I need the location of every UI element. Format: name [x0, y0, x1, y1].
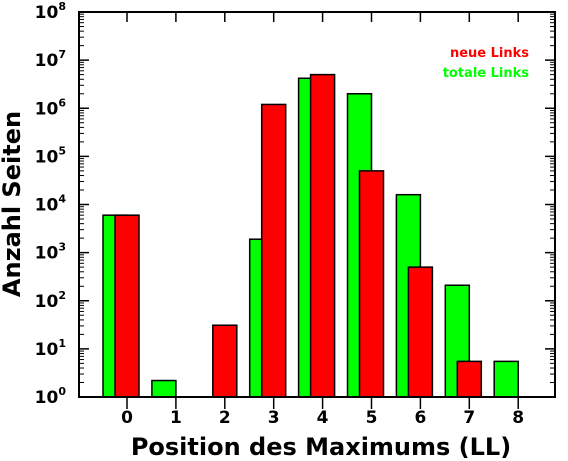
bar-neue-links-6: [407, 266, 434, 398]
x-tick-label-1: 1: [170, 408, 182, 428]
bar-neue-links-3: [260, 103, 287, 398]
x-tick-label-0: 0: [121, 408, 133, 428]
legend-entry-neue-links: neue Links: [450, 46, 529, 61]
x-tick-label-3: 3: [268, 408, 280, 428]
x-tick-label-7: 7: [463, 408, 475, 428]
x-tick-label-4: 4: [317, 408, 329, 428]
x-tick-label-8: 8: [512, 408, 524, 428]
legend-entry-totale-links: totale Links: [443, 66, 530, 81]
x-axis-title: Position des Maximums (LL): [131, 433, 511, 461]
y-tick-label: 103: [35, 241, 66, 264]
ticks-layer: 100 101 102 103 104 105 106 107 108 0 1 2 3 4 5 6 7 8: [35, 0, 555, 428]
bar-neue-links-0: [114, 214, 140, 398]
x-tick-label-2: 2: [219, 408, 231, 428]
y-tick-label: 106: [35, 96, 67, 119]
bar-neue-links-2: [212, 324, 238, 398]
x-tick-label-5: 5: [366, 408, 378, 428]
bar-totale-links-1: [151, 379, 177, 398]
y-tick-label: 101: [35, 337, 66, 360]
bar-neue-links-4: [309, 73, 336, 398]
bar-totale-links-8: [493, 360, 519, 398]
bar-neue-links-7: [456, 360, 483, 398]
y-tick-label: 105: [35, 144, 66, 167]
y-tick-label: 104: [35, 193, 67, 216]
bar-neue-links-5: [358, 170, 385, 398]
bars-layer: [102, 73, 519, 398]
legend: neue Links totale Links: [443, 46, 530, 81]
y-tick-label: 102: [35, 289, 66, 312]
y-tick-label: 108: [35, 0, 66, 23]
y-axis-title: Anzahl Seiten: [0, 111, 26, 297]
x-tick-label-6: 6: [414, 408, 426, 428]
y-tick-label: 100: [35, 385, 67, 408]
y-tick-label: 107: [35, 48, 66, 71]
